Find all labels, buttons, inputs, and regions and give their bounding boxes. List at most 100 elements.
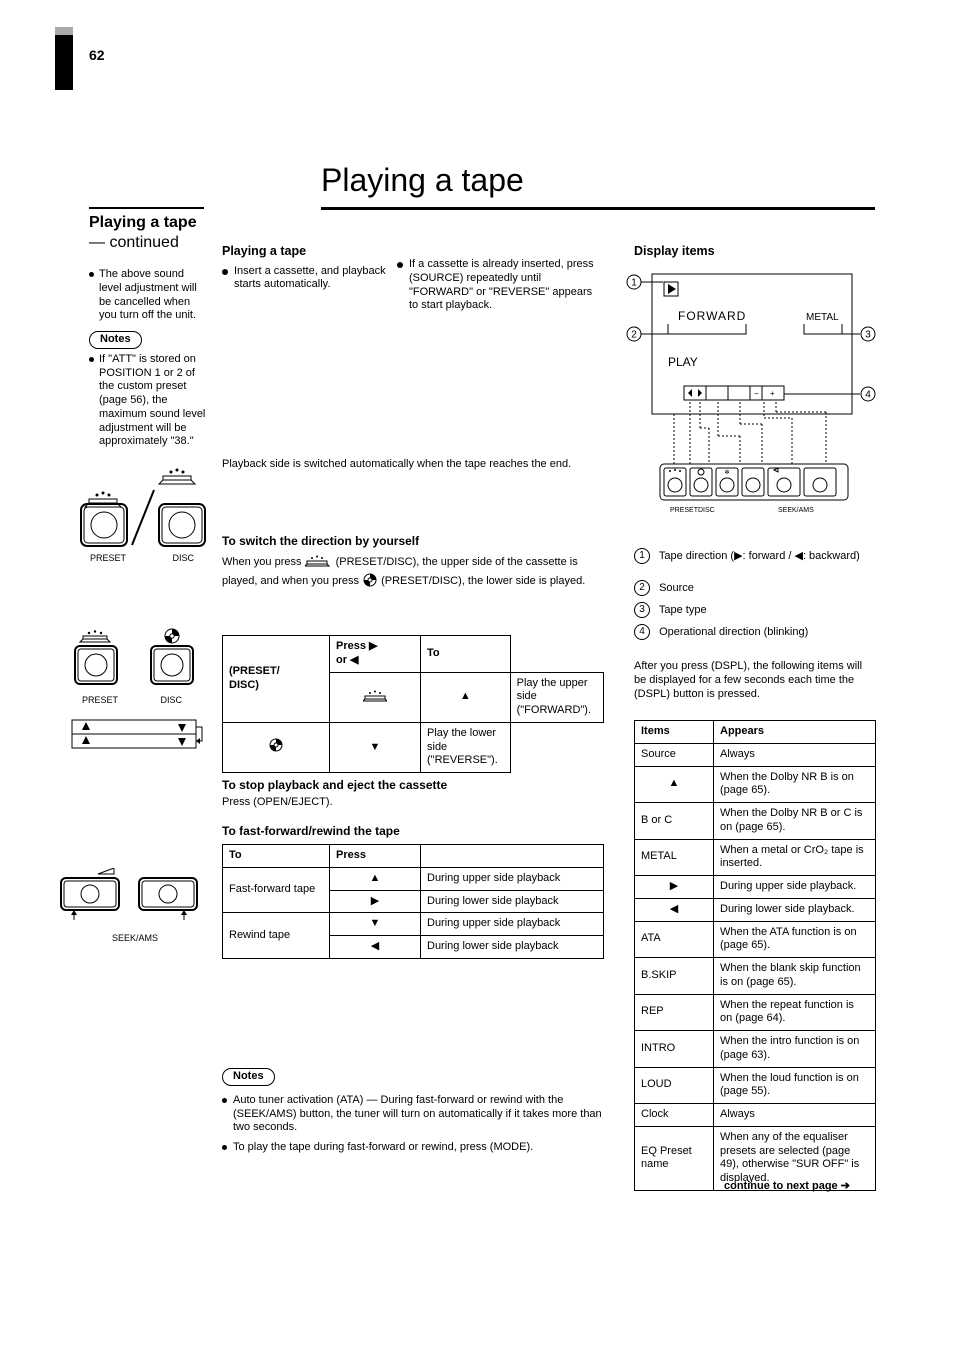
cell-preset-icon — [330, 672, 421, 722]
legend-text-3: Operational direction (blinking) — [659, 626, 808, 638]
notes-pill-2: Notes — [222, 1068, 275, 1086]
svg-text:+: + — [770, 389, 775, 398]
preset-disc-big-icon — [80, 460, 210, 550]
svg-text:3: 3 — [865, 330, 871, 341]
section-underline — [321, 207, 875, 210]
items-th-0: Items — [635, 721, 714, 744]
sidebar-body: The above sound level adjustment will be… — [89, 268, 209, 449]
bullet-dot — [222, 1145, 227, 1150]
disc-label: DISC — [172, 553, 194, 564]
rw-left-desc: During lower side playback — [421, 936, 604, 959]
table-row: B.SKIPWhen the blank skip function is on… — [635, 958, 876, 995]
table-row: ▶During upper side playback. — [635, 876, 876, 899]
table-row: Rewind tape ▼ During upper side playback — [223, 913, 604, 936]
ff-up-desc: During upper side playback — [421, 867, 604, 890]
c1: During upper side playback. — [714, 876, 876, 899]
c1: Always — [714, 1104, 876, 1127]
table-row: ◀During lower side playback. — [635, 898, 876, 921]
th-press-label: Press ▶or ◀ — [330, 636, 421, 673]
circled-4: 4 — [634, 624, 650, 640]
cassette-direction-icon — [68, 716, 208, 798]
c0: ◀ — [635, 898, 714, 921]
svg-text:4: 4 — [865, 390, 871, 401]
table-row: ▼ Play the lower side ("REVERSE"). — [223, 722, 604, 772]
sidebar-bullet-0: The above sound level adjustment will be… — [99, 268, 209, 323]
cell-arrow-down: ▼ — [330, 722, 421, 772]
svg-text:1: 1 — [631, 278, 637, 289]
table-row: METALWhen a metal or CrO₂ tape is insert… — [635, 839, 876, 876]
rw-down-desc: During upper side playback — [421, 913, 604, 936]
circled-2: 2 — [634, 580, 650, 596]
seek-ams-icon — [60, 868, 210, 936]
seek-note-1: To play the tape during fast-forward or … — [233, 1141, 533, 1155]
preset-label-2: PRESET — [82, 695, 118, 706]
notes-pill-1: Notes — [89, 331, 142, 349]
cassette-icon — [363, 688, 387, 702]
c0: EQ Preset name — [635, 1126, 714, 1190]
sidebar-heading: Playing a tape — continued — [89, 213, 197, 253]
switch-heading: To switch the direction by yourself — [222, 534, 604, 549]
cell-arrow-up: ▲ — [421, 672, 511, 722]
preset-disc-small: PRESET DISC — [70, 628, 210, 706]
c1: When the blank skip function is on (page… — [714, 958, 876, 995]
th-blank2 — [421, 845, 604, 868]
items-th-1: Appears — [714, 721, 876, 744]
switch-text: When you press (PRESET/DISC), the upper … — [222, 553, 604, 590]
play-text1: Insert a cassette, and playback starts a… — [234, 265, 392, 293]
svg-text:2: 2 — [631, 330, 637, 341]
c0: ATA — [635, 921, 714, 958]
svg-text:DISC: DISC — [698, 507, 715, 514]
play-col: Playing a tape Insert a cassette, and pl… — [222, 244, 392, 298]
table-row: Fast-forward tape ▲ During upper side pl… — [223, 867, 604, 890]
page-root: 62 Playing a tape Playing a tape — conti… — [0, 0, 954, 1349]
c1: When a metal or CrO₂ tape is inserted. — [714, 839, 876, 876]
c0: LOUD — [635, 1067, 714, 1104]
c1: When the Dolby NR B or C is on (page 65)… — [714, 803, 876, 840]
c1: During lower side playback. — [714, 898, 876, 921]
play-col-2: If a cassette is already inserted, press… — [397, 258, 597, 319]
svg-text:−: − — [754, 389, 759, 398]
table-row: INTROWhen the intro function is on (page… — [635, 1031, 876, 1068]
svg-text:PLAY: PLAY — [668, 355, 698, 369]
rw-label: Rewind tape — [223, 913, 330, 959]
seek-ams-keys: SEEK/AMS — [60, 868, 210, 944]
play-heading: Playing a tape — [222, 244, 392, 260]
sidebar-bullet-1: If "ATT" is stored on POSITION 1 or 2 of… — [99, 353, 209, 449]
side-tab-gray — [55, 27, 73, 35]
direction-table: (PRESET/DISC) Press ▶or ◀ To ▲ Play the … — [222, 635, 604, 773]
svg-text:✻: ✻ — [724, 469, 729, 476]
table-row: To Press — [223, 845, 604, 868]
c0: Clock — [635, 1104, 714, 1127]
cassette-flow-icon — [68, 716, 208, 803]
table-row: (PRESET/DISC) Press ▶or ◀ To — [223, 636, 604, 673]
legend-1: 1 Tape direction (▶: forward / ◀: backwa… — [634, 548, 860, 564]
th-to: To — [223, 845, 330, 868]
bullet-dot — [89, 357, 94, 362]
circled-1: 1 — [634, 548, 650, 564]
seek-notes: Notes Auto tuner activation (ATA) — Duri… — [222, 1068, 604, 1155]
table-row: ATAWhen the ATA function is on (page 65)… — [635, 921, 876, 958]
cell-desc-0: Play the upper side ("FORWARD"). — [510, 672, 603, 722]
sidebar-continued: — continued — [89, 234, 179, 251]
legend-3: 3 Tape type — [634, 602, 707, 618]
th-to: To — [421, 636, 511, 673]
bullet-dot — [397, 262, 403, 268]
bullet-dot — [222, 269, 228, 275]
page-number: 62 — [89, 47, 105, 65]
c0: ▲ — [635, 766, 714, 803]
svg-text:SEEK/AMS: SEEK/AMS — [778, 507, 814, 514]
c0: INTRO — [635, 1031, 714, 1068]
c1: When the repeat function is on (page 64)… — [714, 994, 876, 1031]
c1: When the ATA function is on (page 65). — [714, 921, 876, 958]
c0: B or C — [635, 803, 714, 840]
subhead-divider — [89, 207, 204, 209]
disc-label-2: DISC — [160, 695, 182, 706]
ff-right-desc: During lower side playback — [421, 890, 604, 913]
c0: B.SKIP — [635, 958, 714, 995]
display-items-heading: Display items — [634, 244, 715, 260]
stop-section: To stop playback and eject the cassette … — [222, 778, 604, 810]
circled-3: 3 — [634, 602, 650, 618]
preset-disc-small-icon — [70, 628, 210, 698]
continue-text: continue to next page ➔ — [724, 1180, 850, 1194]
side-tab — [55, 35, 73, 90]
